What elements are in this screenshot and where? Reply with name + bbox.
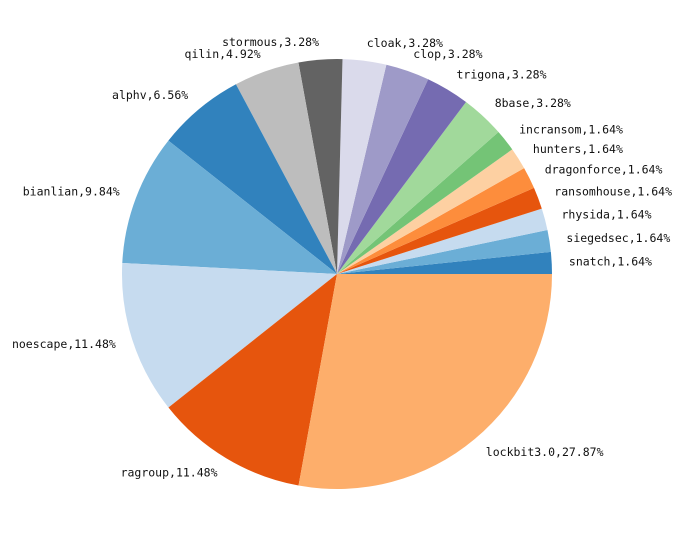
pie-labels: snatch,1.64% siegedsec,1.64% rhysida,1.64%… [12,35,672,480]
slice-label-trigona: trigona,3.28% [457,67,547,81]
pie-slice-incransom [337,132,513,274]
slice-label-lockbit3-0: lockbit3.0,27.87% [486,445,604,459]
pie-slices [121,58,552,489]
slice-label-ragroup: ragroup,11.48% [121,466,218,480]
slice-label-noescape: noescape,11.48% [12,337,116,351]
pie-slice-stormous [298,58,343,275]
pie-slice-cloak [337,59,387,274]
pie-slice-ragroup [168,274,337,486]
pie-slice-bianlian [122,140,337,274]
slice-label-dragonforce: dragonforce,1.64% [545,163,663,177]
pie-slice-noescape [121,263,337,408]
pie-slice-siegedsec [337,230,551,274]
slice-label-hunters: hunters,1.64% [533,142,623,156]
slice-label-rhysida: rhysida,1.64% [562,207,652,221]
slice-label-clop: clop,3.28% [413,47,482,61]
slice-label-cloak: cloak,3.28% [367,36,443,50]
slice-label-stormous: stormous,3.28% [222,35,319,49]
slice-label-ransomhouse: ransomhouse,1.64% [554,185,672,199]
pie-slice-alphv [168,84,337,275]
pie-slice-hunters [337,149,525,274]
pie-slice-ransomhouse [337,187,542,274]
pie-slice-dragonforce [337,168,534,274]
slice-label-siegedsec: siegedsec,1.64% [566,231,670,245]
pie-slice-clop [337,64,429,275]
pie-slice-rhysida [337,208,548,274]
slice-label-alphv: alphv,6.56% [112,88,188,102]
slice-label-qilin: qilin,4.92% [185,47,261,61]
slice-label-incransom: incransom,1.64% [519,122,623,136]
slice-label-snatch: snatch,1.64% [569,255,652,269]
pie-slice-trigona [337,79,467,274]
pie-slice-snatch [337,251,552,274]
pie-slice-8base [337,102,499,275]
pie-slice-qilin [235,62,337,274]
pie-slice-lockbit3-0 [298,274,552,489]
slice-label-bianlian: bianlian,9.84% [23,185,120,199]
slice-label-8base: 8base,3.28% [495,96,571,110]
